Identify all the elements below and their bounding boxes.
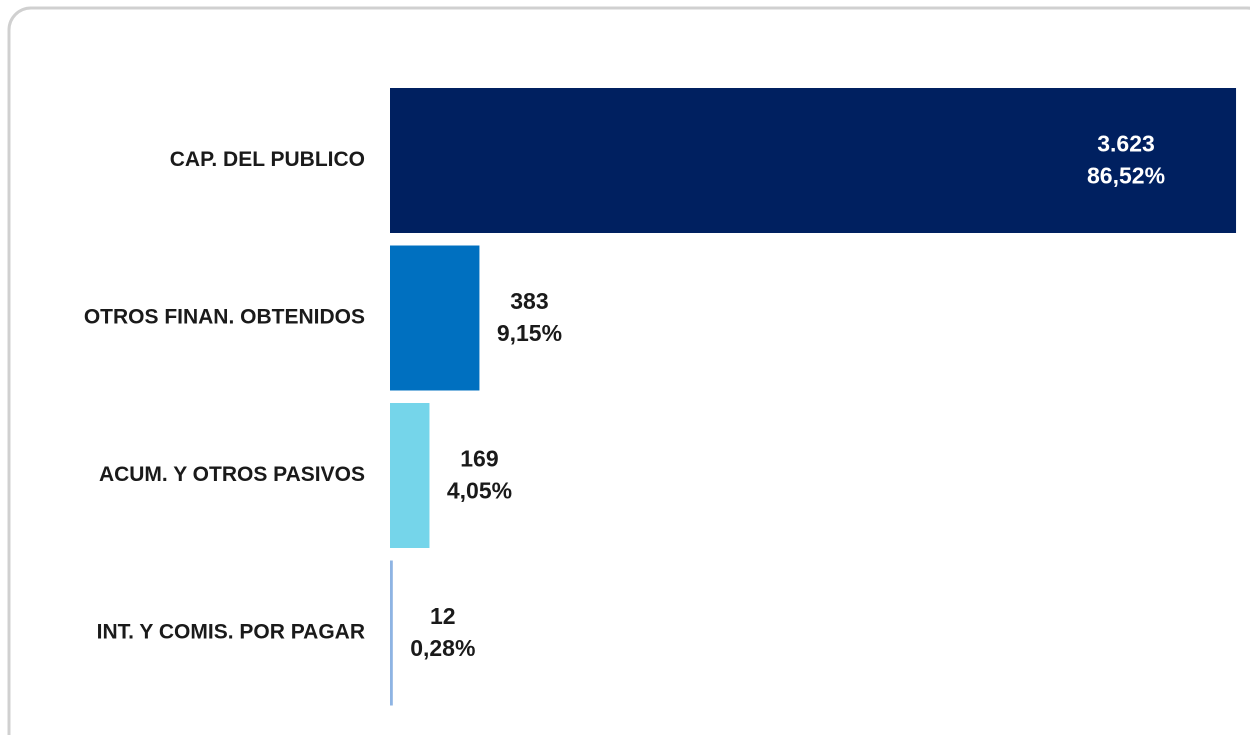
bar [390,560,393,706]
bar [390,403,430,548]
bar [390,245,480,391]
value-label: 169 [460,446,498,472]
value-label: 383 [510,288,548,314]
category-label: INT. Y COMIS. POR PAGAR [97,621,365,644]
bar [390,88,1237,233]
share-label: 9,15% [497,320,562,346]
share-label: 86,52% [1087,163,1165,189]
category-label: ACUM. Y OTROS PASIVOS [99,463,365,486]
category-label: OTROS FINAN. OBTENIDOS [84,306,365,329]
value-label: 12 [430,603,456,629]
share-label: 0,28% [410,635,475,661]
category-label: CAP. DEL PUBLICO [170,148,365,171]
share-label: 4,05% [447,478,512,504]
value-label: 3.623 [1097,131,1155,157]
